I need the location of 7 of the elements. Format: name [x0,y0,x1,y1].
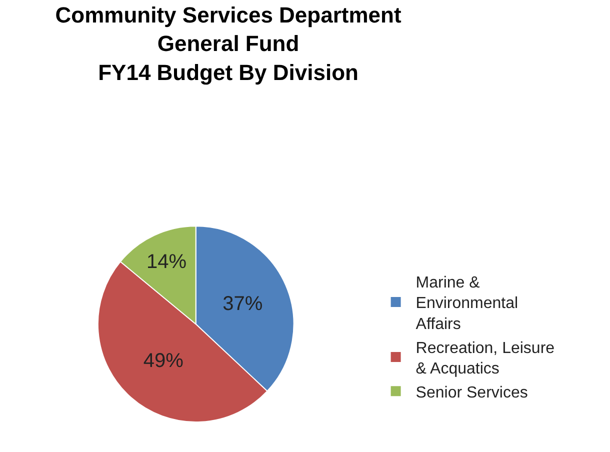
data-label: 49% [143,350,184,372]
legend-label: Recreation, Leisure & Acquatics [416,340,555,378]
chart-title: Community Services Department General Fund FY14 Budget By Division [55,2,402,85]
legend-label: Marine & Environmental Affairs [416,274,518,333]
data-label: 14% [146,250,187,273]
legend-label: Senior Services [416,384,528,402]
data-label: 37% [222,292,263,315]
